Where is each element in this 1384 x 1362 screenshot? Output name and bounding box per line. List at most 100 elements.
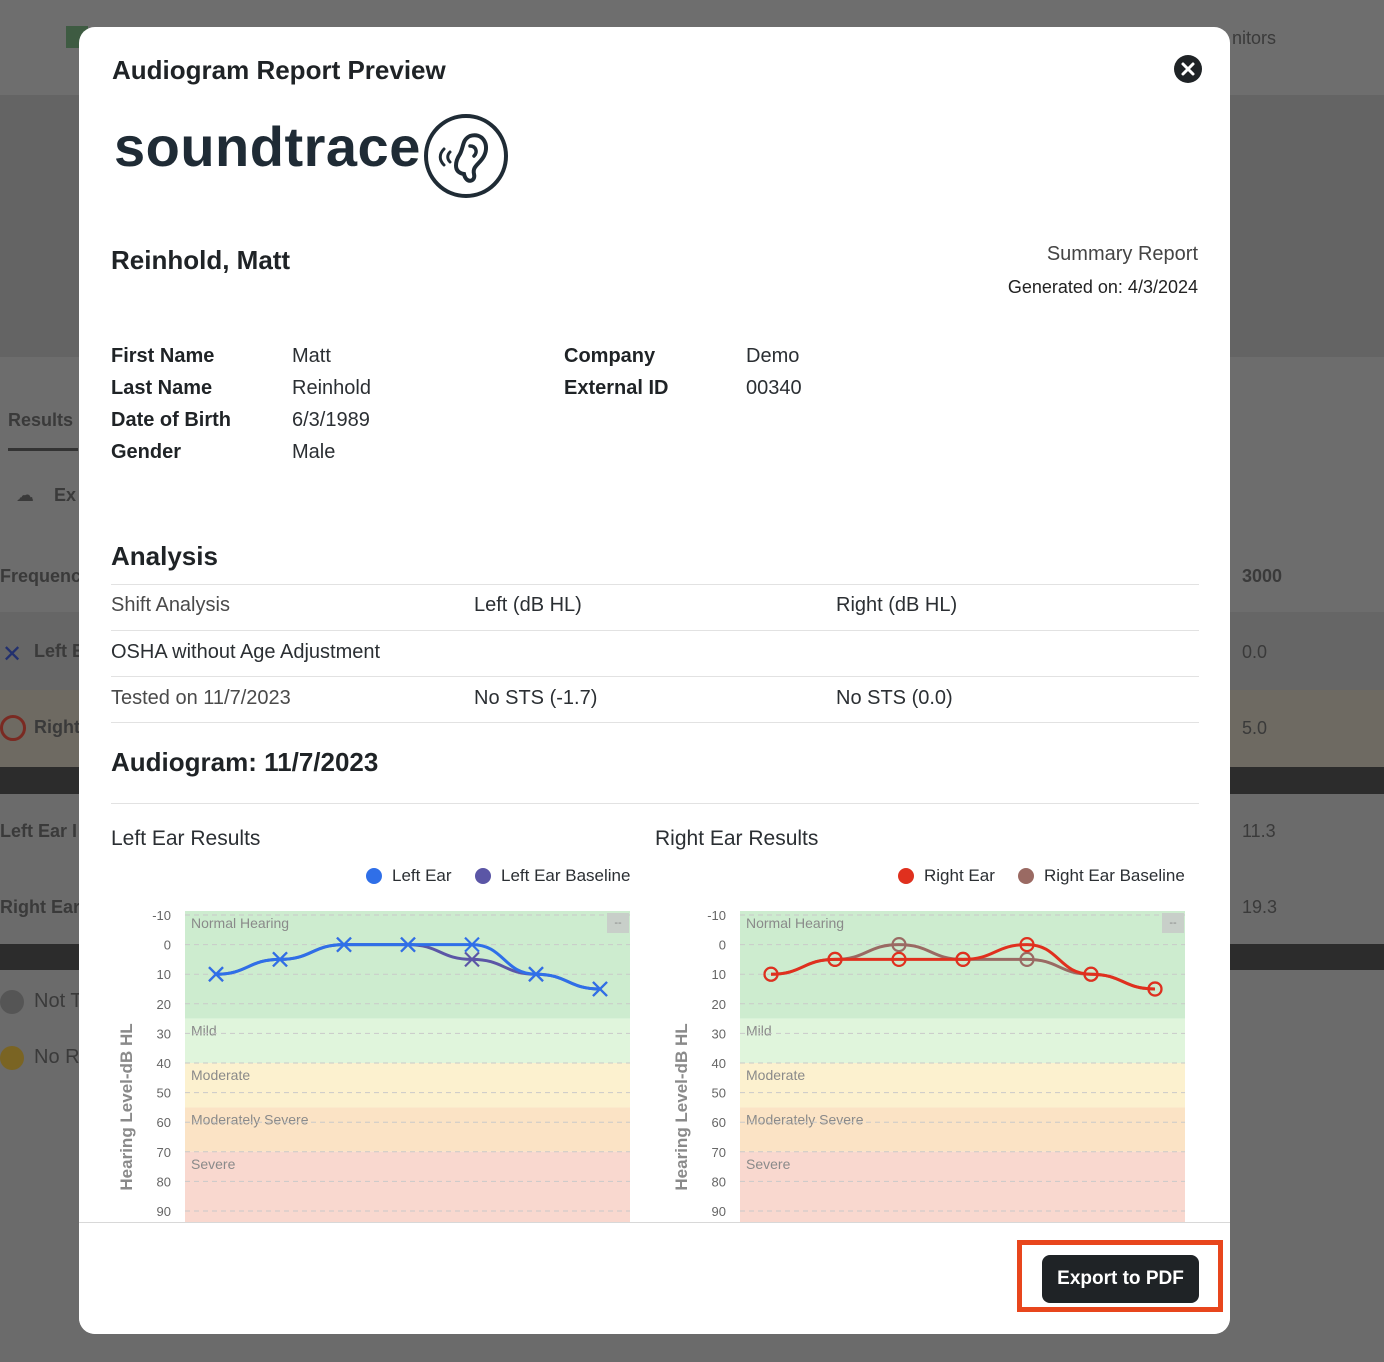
modal-scroll-area[interactable]: Audiogram Report Preview soundtrace Rein… — [79, 27, 1230, 1222]
patient-name: Reinhold, Matt — [111, 245, 291, 275]
bg-cloud-icon: ☁ — [16, 485, 34, 505]
legend-left-ear[interactable]: Left Ear — [366, 866, 452, 886]
bg-status-no-response: No R — [34, 1046, 80, 1068]
analysis-rule-2 — [111, 630, 1199, 631]
first-name-value: Matt — [292, 345, 331, 367]
export-highlight-box — [1017, 1240, 1223, 1312]
dob-value: 6/3/1989 — [292, 409, 370, 431]
left-chart-title: Left Ear Results — [111, 827, 261, 850]
band-mild — [740, 1018, 1185, 1063]
y-tick-label: 90 — [157, 1204, 171, 1219]
export-to-pdf-button[interactable]: Export to PDF — [1042, 1255, 1199, 1303]
y-tick-label: 80 — [157, 1174, 171, 1189]
left-ear-chart: Normal Hearing Mild Moderate Moderately Sev… — [117, 908, 630, 1222]
first-name-label: First Name — [111, 345, 215, 367]
bg-avg-left-value: 11.3 — [1242, 821, 1276, 841]
band-normal-hearing — [185, 911, 630, 1019]
band-label: Mild — [191, 1023, 217, 1039]
legend-left-ear-label: Left Ear — [392, 866, 452, 885]
data-point — [528, 966, 544, 982]
data-point — [1019, 951, 1035, 968]
legend-left-baseline-label: Left Ear Baseline — [501, 866, 631, 885]
data-point — [827, 951, 843, 968]
y-tick-label: 40 — [712, 1056, 726, 1071]
close-icon[interactable] — [1174, 55, 1202, 83]
data-point — [208, 966, 224, 982]
data-point — [1083, 966, 1099, 982]
y-tick-label: -10 — [707, 908, 726, 923]
external-id-label: External ID — [564, 377, 669, 399]
legend-right-ear[interactable]: Right Ear — [898, 866, 995, 886]
analysis-rule-4 — [111, 722, 1199, 723]
band-label: Moderately Severe — [191, 1111, 309, 1127]
band-moderate — [185, 1063, 630, 1108]
legend-right-baseline-dot — [1018, 868, 1034, 884]
external-id-value: 00340 — [746, 377, 802, 399]
series-line-0 — [770, 943, 1156, 991]
data-point — [464, 936, 480, 953]
bg-avg-right-label: Right Ear — [0, 897, 81, 917]
right-chart-title: Right Ear Results — [655, 827, 819, 850]
analysis-col-right: Right (dB HL) — [836, 594, 958, 616]
y-tick-label: 10 — [712, 967, 726, 982]
report-preview-modal: Audiogram Report Preview soundtrace Rein… — [79, 27, 1230, 1334]
data-point — [763, 966, 779, 982]
analysis-heading: Analysis — [111, 541, 218, 571]
bg-col-frequency: Frequenc — [0, 566, 82, 586]
analysis-rule-3 — [111, 676, 1199, 677]
chart-menu-icon — [607, 913, 629, 933]
data-point — [464, 951, 480, 968]
data-point — [592, 981, 608, 997]
bg-row-left-value: 0.0 — [1242, 642, 1268, 662]
y-tick-label: 60 — [712, 1115, 726, 1130]
y-tick-label: 90 — [712, 1204, 726, 1219]
bg-avg-left-label: Left Ear I — [0, 821, 78, 841]
bg-no-response-icon — [0, 1046, 24, 1070]
y-tick-label: 70 — [712, 1145, 726, 1160]
y-tick-label: 60 — [157, 1115, 171, 1130]
bg-status-not-tested: Not T — [34, 990, 83, 1012]
bg-avg-right-value: 19.3 — [1242, 897, 1278, 917]
data-point — [1019, 936, 1035, 953]
legend-left-ear-dot — [366, 868, 382, 884]
generated-date: Generated on: 4/3/2024 — [1007, 277, 1198, 297]
band-moderately-severe — [185, 1107, 630, 1152]
ear-sound-icon — [424, 114, 508, 198]
analysis-left-result: No STS (-1.7) — [474, 687, 598, 709]
y-tick-label: 0 — [719, 938, 726, 953]
y-tick-label: 0 — [164, 938, 171, 953]
legend-right-ear-baseline[interactable]: Right Ear Baseline — [1018, 866, 1185, 886]
y-tick-label: -10 — [152, 908, 171, 923]
y-tick-label: 50 — [157, 1086, 171, 1101]
band-moderately-severe — [740, 1107, 1185, 1152]
audiogram-heading: Audiogram: 11/7/2023 — [111, 747, 379, 777]
band-label: Mild — [746, 1023, 772, 1039]
y-tick-label: 80 — [712, 1174, 726, 1189]
band-severe — [740, 1151, 1185, 1222]
band-label: Severe — [746, 1156, 791, 1172]
bg-export-button: Ex — [54, 485, 77, 505]
bg-row-left-label: Left E — [34, 641, 85, 661]
last-name-label: Last Name — [111, 377, 213, 399]
right-ear-chart: Normal Hearing Mild Moderate Moderately Sev… — [672, 908, 1185, 1222]
band-label: Moderate — [191, 1067, 250, 1083]
chart-menu-glyph: -- — [1169, 917, 1177, 929]
analysis-col-left: Left (dB HL) — [474, 594, 582, 616]
modal-title: Audiogram Report Preview — [112, 55, 446, 85]
data-point — [272, 951, 288, 968]
legend-right-ear-label: Right Ear — [924, 866, 995, 885]
bg-col-3000: 3000 — [1242, 566, 1283, 586]
y-axis-label: Hearing Level-dB HL — [672, 1023, 691, 1190]
gender-value: Male — [292, 441, 336, 463]
legend-left-ear-baseline[interactable]: Left Ear Baseline — [475, 866, 630, 886]
data-point — [891, 936, 907, 953]
band-mild — [185, 1018, 630, 1063]
bg-tab-results: Results — [8, 410, 74, 430]
y-tick-label: 40 — [157, 1056, 171, 1071]
y-tick-label: 50 — [712, 1086, 726, 1101]
bg-not-tested-icon — [0, 990, 24, 1014]
y-tick-label: 30 — [712, 1026, 726, 1041]
band-label: Normal Hearing — [191, 915, 289, 931]
audiogram-rule — [111, 803, 1199, 804]
band-label: Moderate — [746, 1067, 805, 1083]
